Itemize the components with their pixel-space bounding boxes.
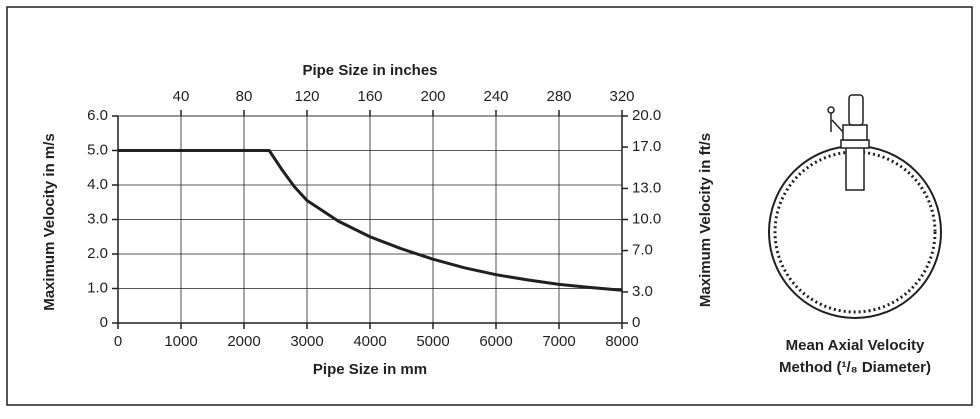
y2-tick-label: 20.0 xyxy=(632,107,661,124)
x2-tick-label: 320 xyxy=(609,88,634,105)
x2-tick-label: 120 xyxy=(294,88,319,105)
x2-tick-label: 240 xyxy=(483,88,508,105)
y-tick-label: 5.0 xyxy=(87,141,108,158)
x2-tick-label: 200 xyxy=(420,88,445,105)
x2-tick-label: 80 xyxy=(236,88,253,105)
y2-tick-label: 3.0 xyxy=(632,283,653,300)
y-tick-label: 2.0 xyxy=(87,245,108,262)
pipe-diagram xyxy=(769,95,941,318)
chart: Pipe Size in inches Pipe Size in mm Maxi… xyxy=(0,0,980,414)
x2-tick-label: 160 xyxy=(357,88,382,105)
x-tick-label: 3000 xyxy=(290,333,323,350)
y2-tick-label: 17.0 xyxy=(632,138,661,155)
y-tick-label: 3.0 xyxy=(87,210,108,227)
y2-tick-label: 13.0 xyxy=(632,179,661,196)
y2-tick-label: 10.0 xyxy=(632,210,661,227)
x-tick-label: 7000 xyxy=(542,333,575,350)
caption-line: Mean Axial Velocity xyxy=(786,337,925,354)
y2-tick-label: 0 xyxy=(632,314,640,331)
x2-tick-label: 40 xyxy=(173,88,190,105)
x-tick-label: 2000 xyxy=(227,333,260,350)
x-tick-label: 4000 xyxy=(353,333,386,350)
y-tick-label: 4.0 xyxy=(87,176,108,193)
y-tick-label: 0 xyxy=(100,314,108,331)
x2-tick-label: 280 xyxy=(546,88,571,105)
x-axis-title: Pipe Size in mm xyxy=(313,361,427,378)
top-axis-title: Pipe Size in inches xyxy=(302,62,437,79)
caption-line: Method (¹/₈ Diameter) xyxy=(779,359,931,376)
y2-tick-label: 7.0 xyxy=(632,242,653,259)
y-tick-label: 6.0 xyxy=(87,107,108,124)
y-tick-label: 1.0 xyxy=(87,279,108,296)
y2-axis-title: Maximum Velocity in ft/s xyxy=(697,133,714,307)
x-tick-label: 1000 xyxy=(164,333,197,350)
x-tick-label: 5000 xyxy=(416,333,449,350)
y-axis-title: Maximum Velocity in m/s xyxy=(41,133,58,311)
x-tick-label: 6000 xyxy=(479,333,512,350)
x-tick-label: 8000 xyxy=(605,333,638,350)
x-tick-label: 0 xyxy=(114,333,122,350)
